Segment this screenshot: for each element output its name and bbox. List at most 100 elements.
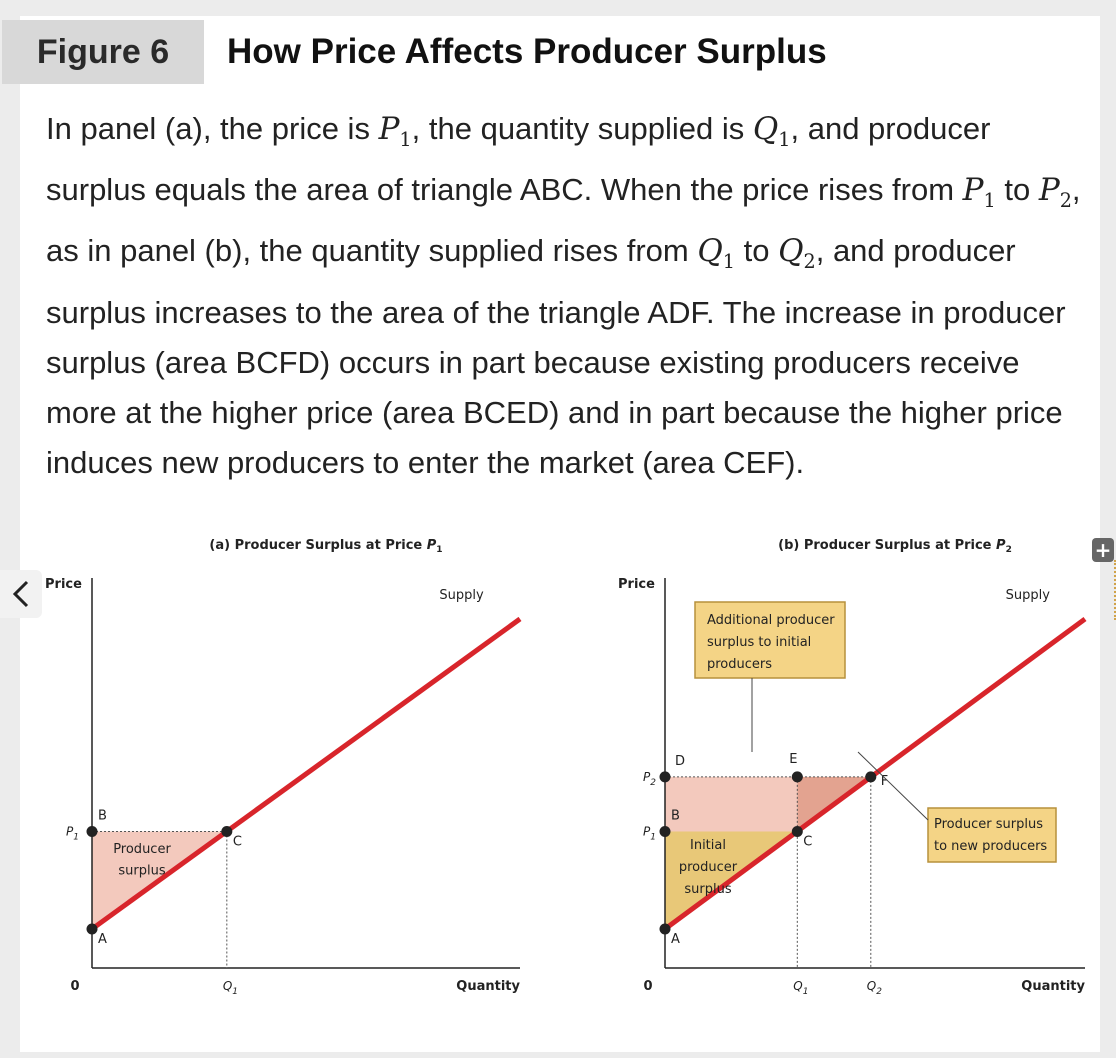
- panel-title-sub: 2: [1006, 545, 1012, 555]
- q1-tick-label-letter: Q: [793, 979, 802, 993]
- q2-tick-label-sub: 2: [876, 987, 882, 997]
- caption-var-letter: Q: [697, 233, 723, 270]
- caption-var: Q1: [697, 233, 735, 273]
- figure-caption: In panel (a), the price is P1, the quant…: [46, 104, 1086, 488]
- y-axis-label: Price: [618, 577, 655, 592]
- figure-title: How Price Affects Producer Surplus: [227, 32, 827, 71]
- point-b: [86, 826, 98, 837]
- p2-tick-label-letter: P: [643, 770, 651, 784]
- caption-var-sub: 2: [803, 250, 816, 274]
- point-a: [659, 923, 671, 935]
- price-tick-label: P1: [66, 825, 79, 843]
- point-d: [659, 771, 671, 783]
- chevron-left-icon: [12, 580, 29, 608]
- new-producers-pointer: [857, 751, 929, 821]
- dotted-edge-marker: [1114, 560, 1116, 620]
- caption-text: , as in panel (b), the quantity supplied…: [46, 172, 1081, 269]
- point-label-e: E: [789, 752, 797, 767]
- supply-label: Supply: [439, 588, 484, 603]
- p1-tick-label-sub: 1: [650, 833, 656, 843]
- x-axis-label: Quantity: [1021, 979, 1085, 994]
- quantity-tick-label: Q1: [223, 979, 238, 997]
- caption-var-letter: P: [378, 111, 400, 147]
- q1-tick-label: Q1: [793, 979, 808, 997]
- q1-tick-label-sub: 1: [803, 987, 809, 997]
- new-producers-box-line: Producer surplus: [934, 817, 1043, 832]
- point-label-b: B: [98, 809, 107, 824]
- panel-title-text: (a) Producer Surplus at Price: [209, 538, 426, 553]
- p2-tick-label-sub: 2: [650, 778, 656, 788]
- quantity-tick-label-sub: 1: [232, 987, 238, 997]
- caption-text: , and producer surplus increases to the …: [46, 233, 1066, 480]
- surplus-label-line: Producer: [113, 842, 171, 857]
- point-label-b: B: [671, 809, 680, 824]
- x-axis-label: Quantity: [456, 979, 520, 994]
- caption-var: Q1: [752, 111, 791, 151]
- point-c: [791, 826, 803, 837]
- point-label-d: D: [675, 754, 685, 769]
- expand-button[interactable]: +: [1092, 538, 1114, 562]
- figure-card: [20, 16, 1100, 1052]
- caption-text: to: [734, 233, 779, 269]
- caption-var-letter: P: [962, 172, 984, 209]
- point-f: [865, 771, 877, 783]
- panel-title-var: P: [996, 538, 1006, 553]
- point-label-c: C: [233, 835, 242, 850]
- origin-label: 0: [643, 979, 652, 994]
- additional-surplus-area: [665, 776, 798, 832]
- caption-var-letter: Q: [778, 233, 804, 270]
- plus-icon: +: [1094, 538, 1112, 562]
- initial-surplus-label-line: producer: [679, 860, 738, 875]
- point-label-a: A: [671, 932, 680, 947]
- p1-tick-label-letter: P: [643, 825, 651, 839]
- supply-label: Supply: [1006, 588, 1051, 603]
- point-label-c: C: [803, 835, 812, 850]
- initial-surplus-label-line: surplus: [684, 882, 731, 897]
- caption-var-sub: 1: [778, 128, 791, 152]
- initial-surplus-label-line: Initial: [690, 838, 726, 853]
- figure-number-badge: Figure 6: [2, 20, 204, 84]
- price-tick-label-sub: 1: [73, 833, 79, 843]
- new-producers-box-line: to new producers: [934, 839, 1047, 854]
- caption-text: , and producer surplus equals the area o…: [46, 111, 991, 208]
- additional-surplus-box: [694, 601, 846, 679]
- quantity-tick-label-letter: Q: [223, 979, 232, 993]
- panel-title: (a) Producer Surplus at Price P1: [209, 538, 442, 555]
- caption-var-sub: 1: [399, 128, 412, 152]
- figure-number: Figure 6: [36, 32, 170, 71]
- origin-label: 0: [70, 979, 79, 994]
- new-producers-box: [927, 807, 1057, 863]
- caption-var: P1: [962, 172, 996, 212]
- caption-var: P2: [1038, 172, 1072, 212]
- panel-title: (b) Producer Surplus at Price P2: [778, 538, 1012, 555]
- p1-tick-label: P1: [643, 825, 656, 843]
- q2-tick-label-letter: Q: [867, 979, 876, 993]
- additional-surplus-box-line: Additional producer: [707, 613, 835, 628]
- p2-tick-label: P2: [643, 770, 656, 788]
- caption-text: In panel (a), the price is: [46, 111, 379, 146]
- q2-tick-label: Q2: [867, 979, 882, 997]
- supply-curve: [90, 616, 522, 932]
- caption-var-sub: 2: [1059, 189, 1072, 213]
- price-tick-label-letter: P: [66, 825, 74, 839]
- caption-var-sub: 1: [983, 189, 996, 213]
- panel-title-text: (b) Producer Surplus at Price: [778, 538, 996, 553]
- point-label-f: F: [881, 774, 888, 789]
- surplus-label-line: surplus: [118, 863, 165, 878]
- point-e: [791, 771, 803, 783]
- caption-var: Q2: [778, 233, 816, 273]
- back-button[interactable]: [0, 570, 42, 618]
- caption-text: to: [995, 172, 1039, 208]
- caption-text: , the quantity supplied is: [411, 111, 753, 146]
- panel-title-var: P: [427, 538, 437, 553]
- caption-var-sub: 1: [722, 250, 735, 274]
- additional-surplus-box-line: producers: [707, 657, 772, 672]
- y-axis-label: Price: [45, 577, 82, 592]
- caption-var-letter: P: [1038, 172, 1060, 209]
- additional-surplus-box-line: surplus to initial: [707, 635, 811, 650]
- panel-title-sub: 1: [436, 545, 442, 555]
- caption-var-letter: Q: [752, 111, 779, 147]
- point-c: [221, 826, 233, 837]
- point-label-a: A: [98, 932, 107, 947]
